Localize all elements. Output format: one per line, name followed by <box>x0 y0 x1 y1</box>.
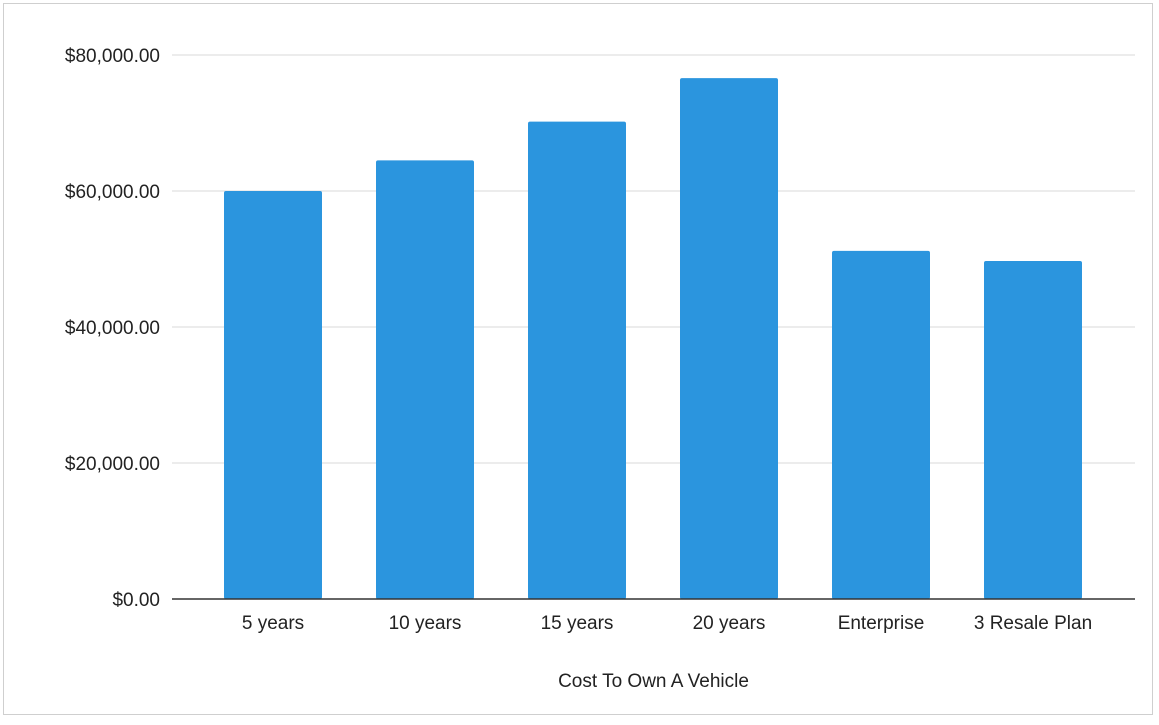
x-tick-label: 5 years <box>242 613 304 634</box>
bar-15-years <box>528 121 626 599</box>
x-tick-label: 3 Resale Plan <box>974 613 1092 634</box>
x-axis-ticks: 5 years 10 years 15 years 20 years Enterpris… <box>242 613 1092 634</box>
bar-enterprise <box>832 250 930 599</box>
bar-5-years <box>224 191 322 599</box>
y-tick-label: $40,000.00 <box>65 318 160 339</box>
bar-3-resale-plan <box>984 261 1082 599</box>
grid-lines <box>172 54 1135 464</box>
x-axis-title: Cost To Own A Vehicle <box>558 671 749 692</box>
y-tick-label: $20,000.00 <box>65 454 160 475</box>
x-tick-label: Enterprise <box>838 613 925 634</box>
x-tick-label: 10 years <box>389 613 462 634</box>
y-tick-label: $0.00 <box>112 590 160 611</box>
bars <box>224 78 1082 600</box>
y-axis-ticks: $0.00 $20,000.00 $40,000.00 $60,000.00 $80,0… <box>65 46 160 611</box>
bar-20-years <box>680 78 778 600</box>
y-tick-label: $80,000.00 <box>65 46 160 67</box>
y-tick-label: $60,000.00 <box>65 182 160 203</box>
x-tick-label: 15 years <box>541 613 614 634</box>
bar-10-years <box>376 160 474 599</box>
x-tick-label: 20 years <box>693 613 766 634</box>
